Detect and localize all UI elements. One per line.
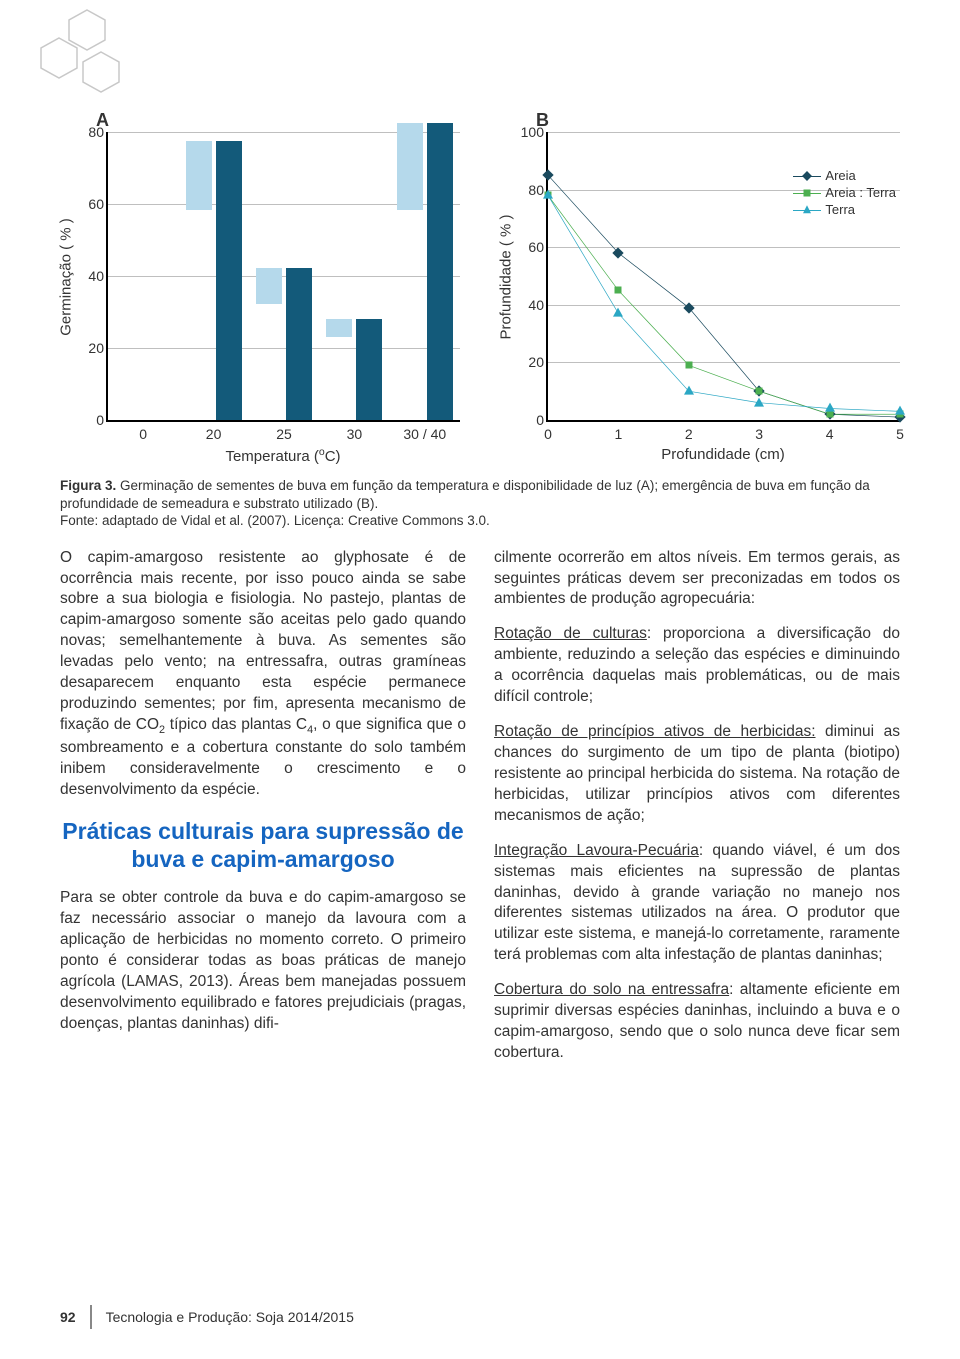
left-column: O capim-amargoso resistente ao glyphosat… (60, 548, 466, 1078)
caption-label: Figura 3. (60, 478, 116, 493)
right-p3: Rotação de princípios ativos de herbicid… (494, 722, 900, 827)
right-p2: Rotação de culturas: proporciona a diver… (494, 624, 900, 708)
left-p1: O capim-amargoso resistente ao glyphosat… (60, 548, 466, 801)
footer-separator (90, 1305, 92, 1329)
chart-a: A Germinação ( % ) 020406080020253030 / … (60, 118, 460, 465)
chart-a-ylabel: Germinação ( % ) (58, 218, 75, 336)
caption-source: Fonte: adaptado de Vidal et al. (2007). … (60, 513, 490, 528)
chart-b: B Profundidade ( % ) 020406080100012345 … (500, 118, 900, 465)
chart-a-plot: 020406080020253030 / 40 (106, 132, 460, 422)
caption-text: Germinação de sementes de buva em função… (60, 478, 870, 511)
right-column: cilmente ocorrerão em altos níveis. Em t… (494, 548, 900, 1078)
left-p2: Para se obter controle da buva e do capi… (60, 888, 466, 1034)
right-p5: Cobertura do solo na entressafra: altame… (494, 980, 900, 1064)
page-footer: 92 Tecnologia e Produção: Soja 2014/2015 (60, 1305, 354, 1329)
figure-caption: Figura 3. Germinação de sementes de buva… (60, 477, 900, 530)
body-columns: O capim-amargoso resistente ao glyphosat… (60, 548, 900, 1078)
charts-row: A Germinação ( % ) 020406080020253030 / … (60, 118, 900, 465)
section-heading: Práticas culturais para supressão de buv… (60, 817, 466, 875)
chart-b-legend: AreiaAreia : TerraTerra (793, 168, 896, 219)
page-number: 92 (60, 1309, 76, 1325)
publication-title: Tecnologia e Produção: Soja 2014/2015 (106, 1309, 354, 1325)
chart-a-xlabel: Temperatura (oC) (106, 446, 460, 465)
right-p1: cilmente ocorrerão em altos níveis. Em t… (494, 548, 900, 611)
chart-b-ylabel: Profundidade ( % ) (498, 214, 515, 339)
right-p4: Integração Lavoura-Pecuária: quando viáv… (494, 841, 900, 967)
chart-b-xlabel: Profundidade (cm) (546, 446, 900, 463)
hex-decoration (28, 8, 168, 108)
